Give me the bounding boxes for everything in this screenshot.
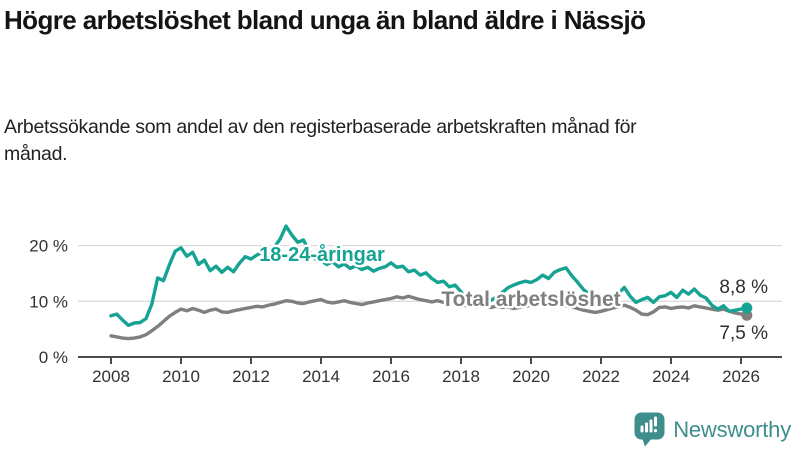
x-tick-label: 2018 <box>442 367 480 386</box>
x-axis: 2008 2010 2012 2014 2016 2018 2020 2022 2024 2026 <box>78 356 782 386</box>
newsworthy-logo-icon <box>634 412 665 447</box>
series-label-youth: 18-24-åringar <box>259 243 385 266</box>
end-value-youth: 8,8 % <box>719 277 768 298</box>
series-labels: 18-24-åringar Total arbetslöshet <box>257 241 623 314</box>
x-tick-label: 2026 <box>722 367 760 386</box>
end-value-total: 7,5 % <box>719 323 768 344</box>
series-label-total: Total arbetslöshet <box>441 288 620 311</box>
x-tick-label: 2024 <box>652 367 690 386</box>
series-line-total <box>109 294 749 341</box>
x-tick-label: 2010 <box>162 367 200 386</box>
page-title: Högre arbetslöshet bland unga än bland ä… <box>4 5 646 35</box>
end-value-labels: 8,8 % 7,5 % <box>719 277 768 344</box>
x-tick-label: 2012 <box>232 367 270 386</box>
y-tick-label: 0 % <box>39 348 68 367</box>
x-tick-label: 2022 <box>582 367 620 386</box>
series-line-youth <box>109 224 749 327</box>
x-tick-label: 2016 <box>372 367 410 386</box>
logo-barchart-glyph <box>640 416 658 433</box>
chart-subtitle: Arbetssökande som andel av den registerb… <box>4 116 637 166</box>
y-tick-label: 10 % <box>29 292 68 311</box>
newsworthy-logo-text: Newsworthy <box>673 416 791 442</box>
newsworthy-logo: Newsworthy <box>634 412 791 447</box>
y-tick-label: 20 % <box>29 237 68 256</box>
x-tick-label: 2014 <box>302 367 340 386</box>
x-tick-label: 2020 <box>512 367 550 386</box>
series-end-dots <box>741 302 753 321</box>
x-tick-label: 2008 <box>92 367 130 386</box>
y-axis-labels: 0 % 10 % 20 % <box>29 237 68 367</box>
series-end-dot-youth <box>741 302 753 314</box>
series-lines <box>109 224 749 341</box>
